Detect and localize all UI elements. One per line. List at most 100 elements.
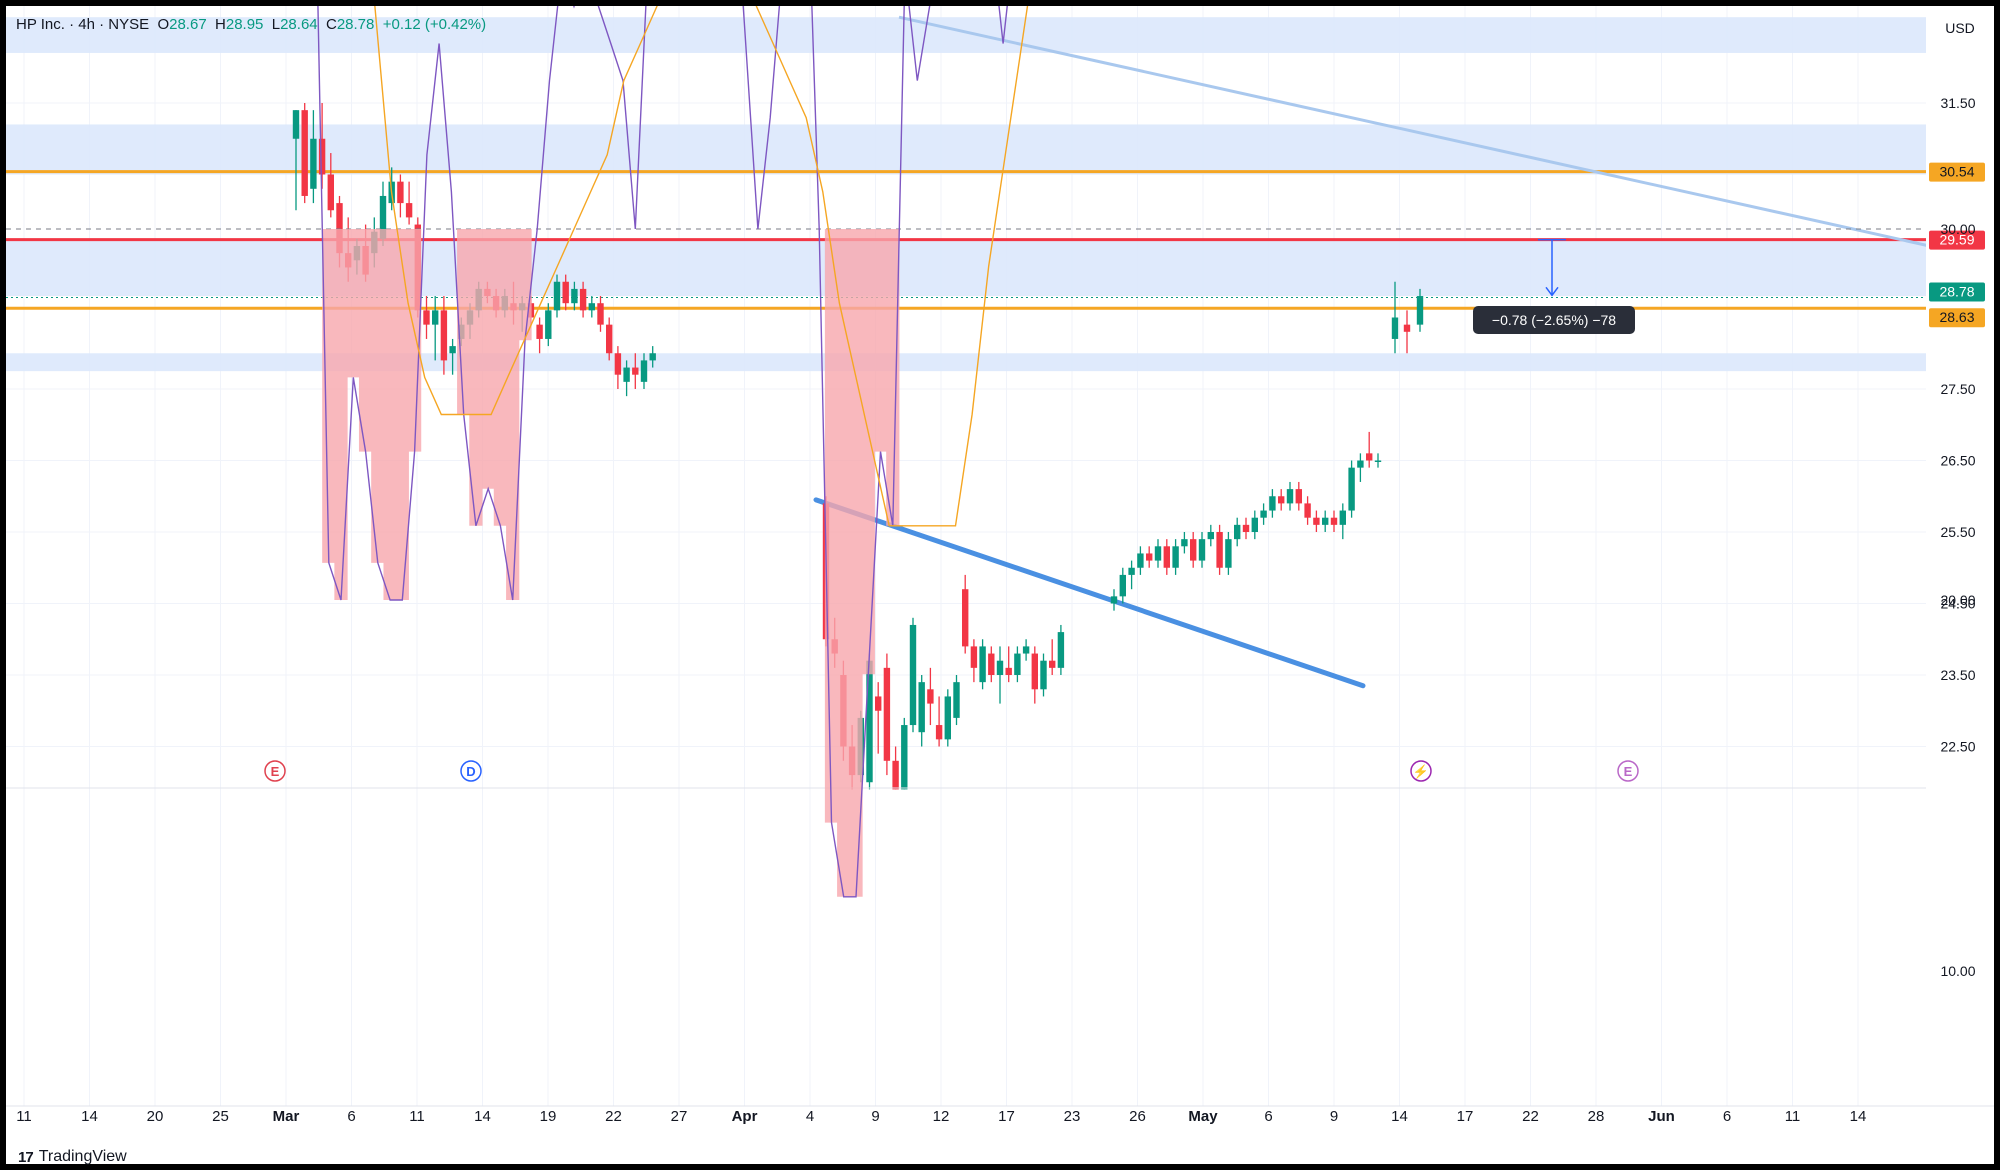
price-axis-label: 28.63 xyxy=(1939,309,1974,325)
candle-body xyxy=(579,288,587,311)
candle-body xyxy=(449,346,456,354)
chart-canvas[interactable]: −0.78 (−2.65%) −78 E D ⚡ E USD 31.50 27.50 26.50… xyxy=(6,0,1995,1164)
price-zone xyxy=(6,238,1926,297)
x-axis-tick: Jun xyxy=(1648,1108,1675,1125)
candle-body xyxy=(597,303,604,325)
price-axis-label-box xyxy=(1929,230,1985,250)
candle-body xyxy=(1269,496,1276,511)
symbol-title[interactable]: HP Inc. · 4h · NYSE xyxy=(16,16,150,33)
low-value: 28.64 xyxy=(280,16,318,33)
candle-body xyxy=(1049,660,1056,668)
price-axis-label-box xyxy=(1929,162,1985,182)
x-axis-tick: 19 xyxy=(540,1108,557,1125)
candle-body xyxy=(1154,546,1162,561)
candle-body xyxy=(1374,460,1382,462)
long-term-resistance-trendline xyxy=(898,15,1995,262)
candle-body xyxy=(1330,517,1338,525)
candle-body xyxy=(1391,317,1399,339)
candle-body xyxy=(327,174,334,211)
candle-body xyxy=(866,660,873,783)
x-axis-tick: 14 xyxy=(474,1108,491,1125)
candle-body xyxy=(996,660,1004,675)
candle-body xyxy=(649,353,656,361)
candle-body xyxy=(1163,546,1170,568)
price-axis-label: 28.78 xyxy=(1939,283,1974,299)
candle-body xyxy=(1278,496,1285,504)
close-value: 28.78 xyxy=(336,16,375,33)
price-axis-tick: 26.50 xyxy=(1940,453,1975,469)
candle-body xyxy=(1286,489,1294,504)
x-axis-tick: 25 xyxy=(212,1108,229,1125)
candle-body xyxy=(397,181,404,204)
candle-body xyxy=(640,360,648,382)
candle-body xyxy=(988,653,995,675)
candle-body xyxy=(944,696,951,740)
event-marker-label: E xyxy=(271,764,280,779)
candle-body xyxy=(1357,460,1364,468)
x-axis-tick: 9 xyxy=(871,1108,879,1125)
candle-body xyxy=(1022,646,1030,654)
x-axis-tick: 20 xyxy=(147,1108,164,1125)
open-value: 28.67 xyxy=(169,16,207,33)
candle-body xyxy=(545,310,552,339)
x-axis-tick: 11 xyxy=(16,1108,32,1125)
candle-body xyxy=(883,667,891,761)
x-axis-tick: 17 xyxy=(998,1108,1015,1125)
rsi-axis-tick: 10.00 xyxy=(1940,963,1975,979)
candle-body xyxy=(1040,660,1047,690)
candle-body xyxy=(953,682,960,718)
x-axis-tick: 6 xyxy=(347,1108,355,1125)
candle-body xyxy=(1339,510,1346,525)
falling-trendline xyxy=(813,497,1366,689)
event-marker-icon xyxy=(1617,760,1639,782)
candle-body xyxy=(379,195,387,239)
open-label: O xyxy=(157,16,170,33)
price-zone xyxy=(6,353,1926,372)
event-marker-label: E xyxy=(1624,764,1633,779)
measure-arrow-head xyxy=(1545,286,1559,297)
high-value: 28.95 xyxy=(225,16,264,33)
rsi-oversold-fill xyxy=(322,229,900,897)
tradingview-brand[interactable]: 17 TradingView xyxy=(18,1148,127,1166)
tradingview-logo-icon: 17 xyxy=(18,1148,34,1166)
candle-body xyxy=(935,725,943,740)
price-axis-bg xyxy=(1926,6,1994,1126)
candle-body xyxy=(1403,324,1411,332)
chart-frame: −0.78 (−2.65%) −78 E D ⚡ E USD 31.50 27.50 26.50… xyxy=(6,0,1995,1166)
candle-body xyxy=(606,324,613,354)
candle-body xyxy=(1057,632,1065,668)
event-marker-label: ⚡ xyxy=(1413,764,1429,780)
price-axis-tick: 31.50 xyxy=(1940,95,1975,111)
x-axis-tick: 27 xyxy=(671,1108,688,1125)
candle-body xyxy=(970,646,978,668)
candle-body xyxy=(1014,653,1021,675)
candle-body xyxy=(1031,653,1038,690)
x-axis-tick: 14 xyxy=(1391,1108,1408,1125)
x-axis-tick: 6 xyxy=(1264,1108,1272,1125)
candle-body xyxy=(927,689,934,704)
candle-body xyxy=(562,281,569,304)
candle-body xyxy=(1119,574,1126,597)
close-label: C xyxy=(325,16,337,33)
event-marker-icon xyxy=(1410,760,1432,782)
candle-body xyxy=(1190,539,1197,561)
x-axis-tick: May xyxy=(1188,1108,1218,1125)
candle-body xyxy=(1366,453,1373,461)
price-axis-tick: 27.50 xyxy=(1940,381,1975,397)
price-axis-label-box xyxy=(1929,308,1985,328)
x-axis-tick: 9 xyxy=(1330,1108,1338,1125)
candle-body xyxy=(1348,467,1355,511)
measure-label-box xyxy=(1473,306,1635,334)
candle-body xyxy=(1313,517,1320,525)
candle-body xyxy=(301,110,308,196)
candle-body xyxy=(553,281,561,311)
candle-body xyxy=(571,288,578,304)
x-axis-tick: 12 xyxy=(933,1108,950,1125)
candle-body xyxy=(892,760,899,790)
low-label: L xyxy=(271,16,281,33)
x-axis-tick: Mar xyxy=(273,1108,300,1125)
candle-body xyxy=(962,589,969,647)
candle-body xyxy=(1110,596,1118,604)
price-axis-label-box xyxy=(1929,282,1985,302)
price-axis-label: 29.59 xyxy=(1939,232,1974,248)
